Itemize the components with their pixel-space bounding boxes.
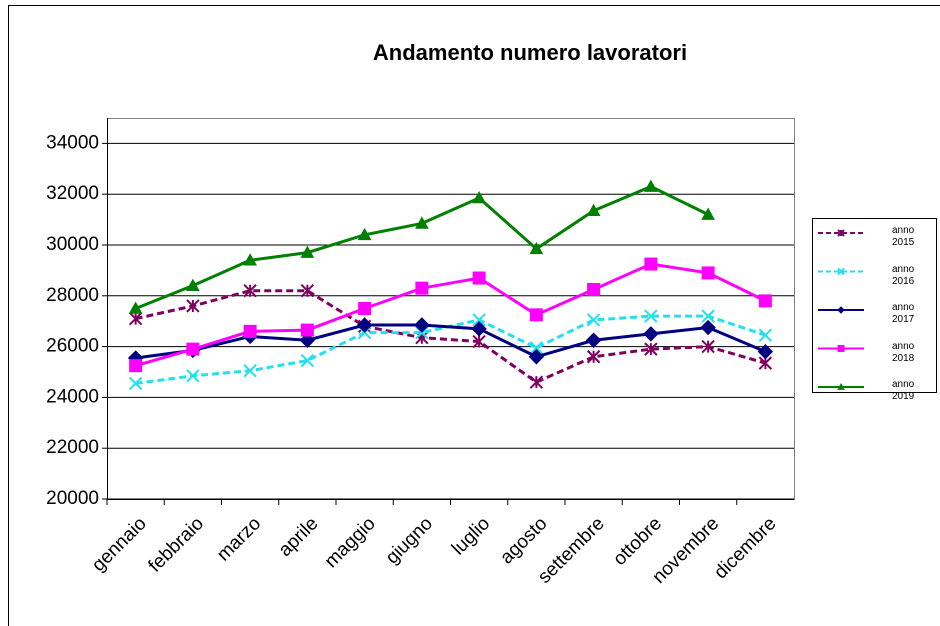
y-tick-label: 30000 <box>46 234 99 255</box>
marker <box>186 278 200 291</box>
marker <box>586 203 601 217</box>
x-tick-label: gennaio <box>88 513 151 576</box>
marker <box>128 301 143 314</box>
y-tick-label: 20000 <box>46 488 99 509</box>
marker <box>701 207 715 220</box>
marker <box>701 339 715 354</box>
marker <box>299 332 316 348</box>
marker <box>414 317 430 333</box>
marker <box>700 319 716 336</box>
marker <box>529 375 544 389</box>
legend-marker <box>837 229 845 237</box>
marker <box>644 179 658 192</box>
x-tick-label: ottobre <box>609 513 666 570</box>
marker <box>300 245 315 258</box>
marker <box>356 317 373 333</box>
x-tick-label: dicembre <box>710 513 780 583</box>
series-line <box>135 262 767 368</box>
legend-marker <box>837 345 845 352</box>
marker <box>129 359 143 373</box>
marker <box>757 343 774 360</box>
marker <box>529 308 543 322</box>
marker <box>243 284 257 298</box>
marker <box>243 324 257 338</box>
marker <box>701 266 715 280</box>
y-tick-label: 26000 <box>46 336 99 357</box>
marker <box>585 332 602 348</box>
x-tick-label: agosto <box>496 513 551 568</box>
marker <box>415 216 429 229</box>
marker <box>243 364 257 378</box>
marker <box>472 313 486 327</box>
marker <box>186 369 200 383</box>
x-tick-label: giugno <box>382 513 437 568</box>
x-tick-label: maggio <box>321 513 380 572</box>
marker <box>300 284 315 298</box>
legend-box <box>812 218 937 393</box>
marker <box>643 326 659 342</box>
y-tick-label: 28000 <box>46 285 99 306</box>
marker <box>243 253 257 266</box>
chart-title: Andamento numero lavoratori <box>373 40 687 65</box>
marker <box>472 271 486 285</box>
legend-label: anno 2019 <box>892 379 915 402</box>
marker <box>644 309 658 323</box>
legend-label: anno 2015 <box>892 225 915 248</box>
marker <box>471 321 487 337</box>
marker <box>186 299 200 313</box>
marker <box>701 309 715 323</box>
marker <box>528 349 545 365</box>
marker <box>644 342 658 356</box>
x-tick-label: marzo <box>213 513 265 565</box>
marker <box>587 282 601 296</box>
marker <box>186 342 200 356</box>
marker <box>529 241 544 255</box>
marker <box>472 334 486 349</box>
y-tick-label: 22000 <box>46 437 99 458</box>
marker <box>128 311 143 326</box>
marker <box>415 281 429 295</box>
legend-marker <box>837 306 845 314</box>
marker <box>128 376 143 391</box>
y-tick-label: 24000 <box>46 386 99 407</box>
series-line <box>135 323 766 360</box>
marker <box>357 227 372 241</box>
marker <box>358 302 372 315</box>
marker <box>644 257 658 271</box>
y-tick-label: 34000 <box>46 132 99 153</box>
y-tick-label: 32000 <box>46 183 99 204</box>
marker <box>758 328 773 342</box>
marker <box>472 190 486 204</box>
marker <box>586 350 601 364</box>
chart-frame <box>8 5 940 626</box>
x-tick-label: luglio <box>448 513 494 559</box>
x-tick-label: febbraio <box>145 513 208 576</box>
legend-marker <box>837 382 845 390</box>
x-tick-label: aprile <box>275 513 323 561</box>
marker <box>300 353 315 368</box>
legend-label: anno 2016 <box>892 263 915 287</box>
legend-label: anno 2018 <box>892 340 915 364</box>
plot-area <box>107 118 795 500</box>
marker <box>300 323 314 337</box>
legend-label: anno 2017 <box>892 302 915 325</box>
legend-marker <box>837 267 845 276</box>
marker <box>758 294 772 308</box>
marker <box>529 341 544 355</box>
marker <box>586 313 601 327</box>
